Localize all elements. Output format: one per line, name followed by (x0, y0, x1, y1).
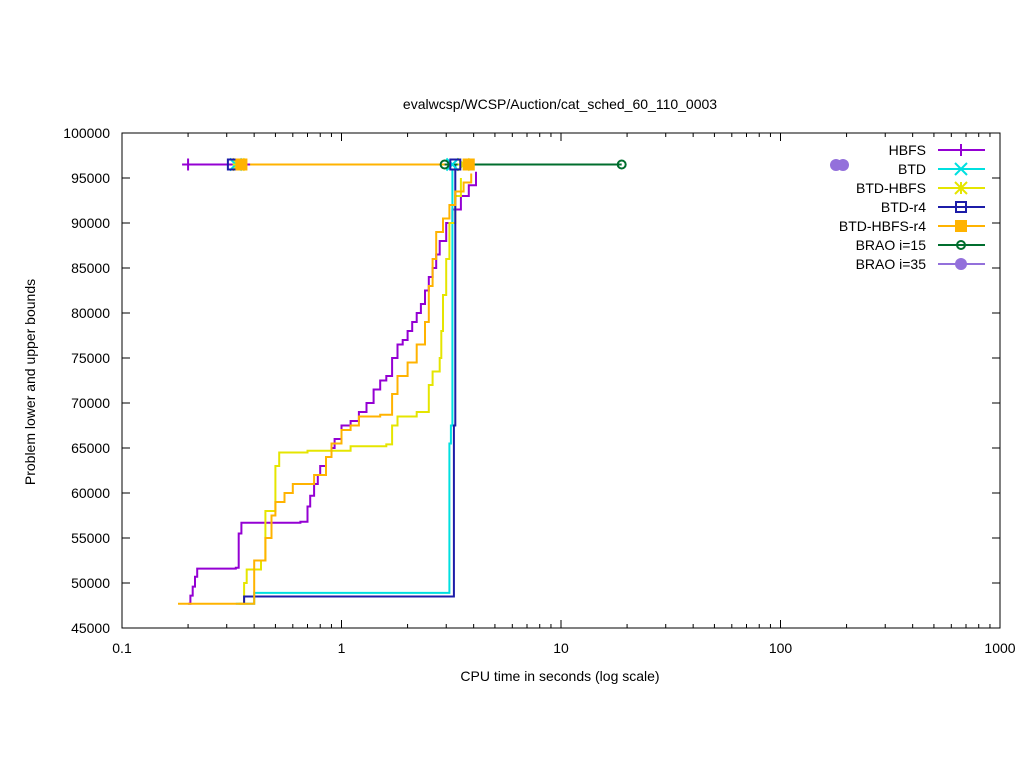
y-tick-label: 90000 (71, 215, 110, 231)
series-btd-r4-lower-bound (243, 164, 457, 604)
series-btd-hbfs-r4-lower-bound (178, 173, 473, 605)
legend-label-btd-hbfs: BTD-HBFS (856, 180, 926, 196)
series-btd-r4-point (449, 158, 462, 171)
plot-border (121, 132, 1001, 629)
y-tick-label: 50000 (71, 575, 110, 591)
y-tick-label: 75000 (71, 350, 110, 366)
series-markers (182, 157, 627, 172)
legend-marker-brao-i-15 (956, 240, 966, 250)
legend-marker-btd (954, 162, 968, 176)
x-tick-label: 10 (553, 640, 569, 656)
series-brao-i-15-point (439, 159, 450, 170)
series-brao-i-35-point (837, 159, 849, 171)
y-tick-label: 100000 (63, 125, 110, 141)
legend-label-btd: BTD (898, 161, 926, 177)
legend-label-btd-hbfs-r4: BTD-HBFS-r4 (839, 218, 926, 234)
legend-marker-btd-hbfs (954, 181, 968, 195)
legend-marker-brao-i-35 (955, 258, 967, 270)
legend-label-hbfs: HBFS (889, 142, 926, 158)
series-btd-hbfs-lower-bound (238, 178, 462, 605)
series-lines (178, 163, 622, 605)
x-tick-label: 100 (769, 640, 793, 656)
x-tick-label: 0.1 (112, 640, 132, 656)
y-tick-label: 60000 (71, 485, 110, 501)
legend-label-brao-i-35: BRAO i=35 (856, 256, 927, 272)
x-axis-label: CPU time in seconds (log scale) (460, 668, 659, 684)
y-tick-label: 85000 (71, 260, 110, 276)
series-hbfs-lower-bound (188, 171, 477, 605)
plot-frame (121, 132, 1001, 629)
legend-label-brao-i-15: BRAO i=15 (856, 237, 927, 253)
y-tick-label: 65000 (71, 440, 110, 456)
x-tick-labels: 0.1 1 10 100 1000 (112, 640, 1016, 656)
legend-marker-btd-r4 (955, 201, 967, 213)
chart-title: evalwcsp/WCSP/Auction/cat_sched_60_110_0… (403, 96, 717, 112)
y-tick-label: 45000 (71, 620, 110, 636)
legend: HBFS BTD BTD-HBFS BTD-r4 BTD-HBFS-r4 BRAO i=1… (839, 142, 985, 272)
y-axis-label: Problem lower and upper bounds (22, 279, 38, 485)
y-tick-label: 80000 (71, 305, 110, 321)
series-hbfs-point (182, 158, 195, 171)
stray-marks (830, 159, 849, 171)
y-tick-labels: 45000 50000 55000 60000 65000 70000 75000 80000… (63, 125, 110, 636)
y-tick-label: 95000 (71, 170, 110, 186)
series-btd-hbfs-r4-point (235, 158, 248, 171)
series-brao-i-15-point (616, 159, 627, 170)
legend-marker-hbfs (955, 144, 967, 156)
x-tick-label: 1000 (984, 640, 1015, 656)
y-tick-label: 70000 (71, 395, 110, 411)
legend-label-btd-r4: BTD-r4 (881, 199, 926, 215)
axis-ticks (121, 132, 1001, 629)
x-tick-label: 1 (338, 640, 346, 656)
series-btd-hbfs-r4-point (462, 158, 475, 171)
legend-marker-btd-hbfs-r4 (955, 220, 967, 232)
y-tick-label: 55000 (71, 530, 110, 546)
